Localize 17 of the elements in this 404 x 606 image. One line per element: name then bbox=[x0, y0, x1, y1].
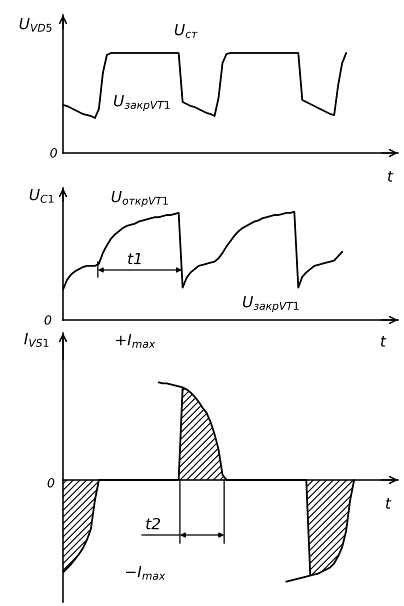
text: 0 bbox=[50, 148, 57, 158]
text: 0 bbox=[44, 315, 52, 325]
text: 0 bbox=[48, 478, 54, 488]
text: U$_{ст}$ bbox=[174, 24, 198, 38]
x-axis-title: t bbox=[388, 170, 394, 182]
annotation: U$_{закрVT1}$ bbox=[114, 95, 170, 111]
annotation: t1 bbox=[128, 253, 141, 264]
annotation: U$_{закрVT1}$ bbox=[242, 296, 299, 312]
y-axis-title: U$_{C1}$ bbox=[30, 188, 54, 203]
y-axis-title: I$_{VS1}$ bbox=[24, 333, 48, 347]
annotation: −I$_{max}$ bbox=[126, 566, 166, 580]
x-axis-title: t bbox=[380, 336, 386, 347]
text: +I$_{max}$ bbox=[116, 334, 156, 348]
x-axis-title: t bbox=[386, 498, 392, 509]
text: U$_{открVT1}$ bbox=[112, 191, 168, 207]
annotation: t2 bbox=[146, 518, 160, 530]
y-axis-title: U$_{VD5}$ bbox=[20, 18, 52, 32]
